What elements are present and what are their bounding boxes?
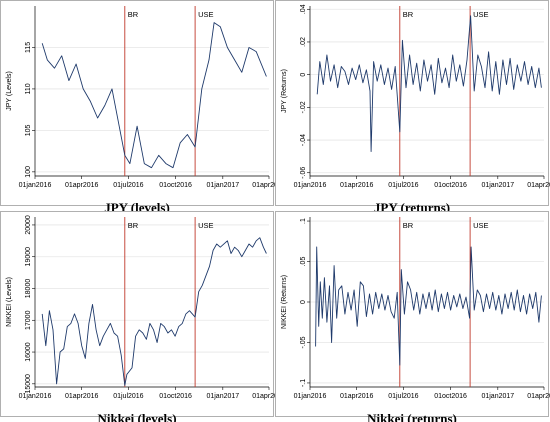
y-tick-label: 15000 bbox=[25, 374, 32, 394]
x-tick-label: 01apr2016 bbox=[65, 182, 99, 189]
panel-frame bbox=[0, 0, 274, 206]
y-tick-label: -.06 bbox=[300, 167, 307, 179]
y-tick-label: 19000 bbox=[25, 247, 32, 267]
y-axis-title: NIKKEI (Returns) bbox=[281, 275, 288, 329]
event-label-use: USE bbox=[473, 221, 488, 230]
chart-panel-3: 15000 16000 17000 18000 19000 20000 NIKKEI (Le… bbox=[0, 211, 286, 417]
x-tick-label: 01jan2017 bbox=[481, 182, 514, 189]
panel-frame bbox=[0, 211, 274, 417]
x-tick-label: 01jan2016 bbox=[294, 182, 327, 189]
y-axis-title: NIKKEI (Levels) bbox=[6, 277, 13, 327]
x-tick-label: 01jul2016 bbox=[388, 393, 418, 400]
chart-panel-1: 100 105 110 115 JPY (Levels) 01jan2016 01apr20… bbox=[0, 0, 286, 206]
y-tick-label: -.05 bbox=[300, 336, 307, 348]
y-tick-label: 0 bbox=[300, 300, 307, 304]
chart-panel-2: -.06 -.04 -.02 0 .02 .04 JPY (Returns) 01jan201… bbox=[275, 0, 550, 206]
y-tick-label: 115 bbox=[25, 42, 32, 53]
x-tick-label: 01apr2017 bbox=[527, 393, 550, 400]
x-tick-label: 01jan2017 bbox=[206, 182, 239, 189]
x-tick-label: 01oct2016 bbox=[159, 182, 192, 189]
x-tick-label: 01apr2016 bbox=[340, 182, 374, 189]
x-tick-label: 01jan2016 bbox=[19, 182, 52, 189]
panel-frame bbox=[275, 211, 549, 417]
x-tick-label: 01jan2016 bbox=[294, 393, 327, 400]
x-tick-label: 01apr2017 bbox=[252, 182, 286, 189]
x-tick-label: 01jan2017 bbox=[206, 393, 239, 400]
chart-panel-4: -.1 -.05 0 .05 .1 NIKKEI (Returns) 01jan2016 01… bbox=[275, 211, 550, 417]
y-tick-label: .02 bbox=[300, 37, 307, 47]
event-label-use: USE bbox=[198, 221, 213, 230]
y-tick-label: -.04 bbox=[300, 134, 307, 146]
y-tick-label: -.1 bbox=[300, 379, 307, 387]
y-tick-label: 110 bbox=[25, 83, 32, 94]
panel-caption: Nikkei (levels) bbox=[97, 411, 176, 422]
series-line bbox=[315, 246, 542, 366]
y-tick-label: 17000 bbox=[25, 310, 32, 330]
x-tick-label: 01oct2016 bbox=[159, 393, 192, 400]
x-tick-label: 01jan2017 bbox=[481, 393, 514, 400]
x-tick-label: 01oct2016 bbox=[434, 182, 467, 189]
y-tick-label: -.02 bbox=[300, 101, 307, 113]
y-tick-label: .05 bbox=[300, 257, 307, 267]
x-tick-label: 01oct2016 bbox=[434, 393, 467, 400]
panel-caption: Nikkei (returns) bbox=[367, 411, 457, 422]
y-axis-title: JPY (Levels) bbox=[6, 71, 13, 111]
event-label-br: BR bbox=[403, 10, 414, 19]
y-tick-label: 0 bbox=[300, 73, 307, 77]
x-tick-label: 01apr2017 bbox=[527, 182, 550, 189]
x-tick-label: 01apr2017 bbox=[252, 393, 286, 400]
y-tick-label: .1 bbox=[300, 218, 307, 224]
y-axis-title: JPY (Returns) bbox=[281, 69, 288, 113]
series-line bbox=[316, 15, 542, 152]
x-tick-label: 01apr2016 bbox=[340, 393, 374, 400]
y-tick-label: 20000 bbox=[25, 215, 32, 235]
y-tick-label: 16000 bbox=[25, 342, 32, 362]
panel-frame bbox=[275, 0, 549, 206]
event-label-use: USE bbox=[473, 10, 488, 19]
x-tick-label: 01apr2016 bbox=[65, 393, 99, 400]
event-label-use: USE bbox=[198, 10, 213, 19]
series-line bbox=[41, 237, 267, 386]
y-tick-label: 18000 bbox=[25, 279, 32, 299]
event-label-br: BR bbox=[128, 221, 139, 230]
y-tick-label: 100 bbox=[25, 166, 32, 178]
event-label-br: BR bbox=[128, 10, 139, 19]
x-tick-label: 01jan2016 bbox=[19, 393, 52, 400]
x-tick-label: 01jul2016 bbox=[113, 182, 143, 189]
event-label-br: BR bbox=[403, 221, 414, 230]
y-tick-label: 105 bbox=[25, 124, 32, 136]
x-tick-label: 01jul2016 bbox=[388, 182, 418, 189]
series-line bbox=[41, 22, 267, 169]
x-tick-label: 01jul2016 bbox=[113, 393, 143, 400]
y-tick-label: .04 bbox=[300, 4, 307, 14]
